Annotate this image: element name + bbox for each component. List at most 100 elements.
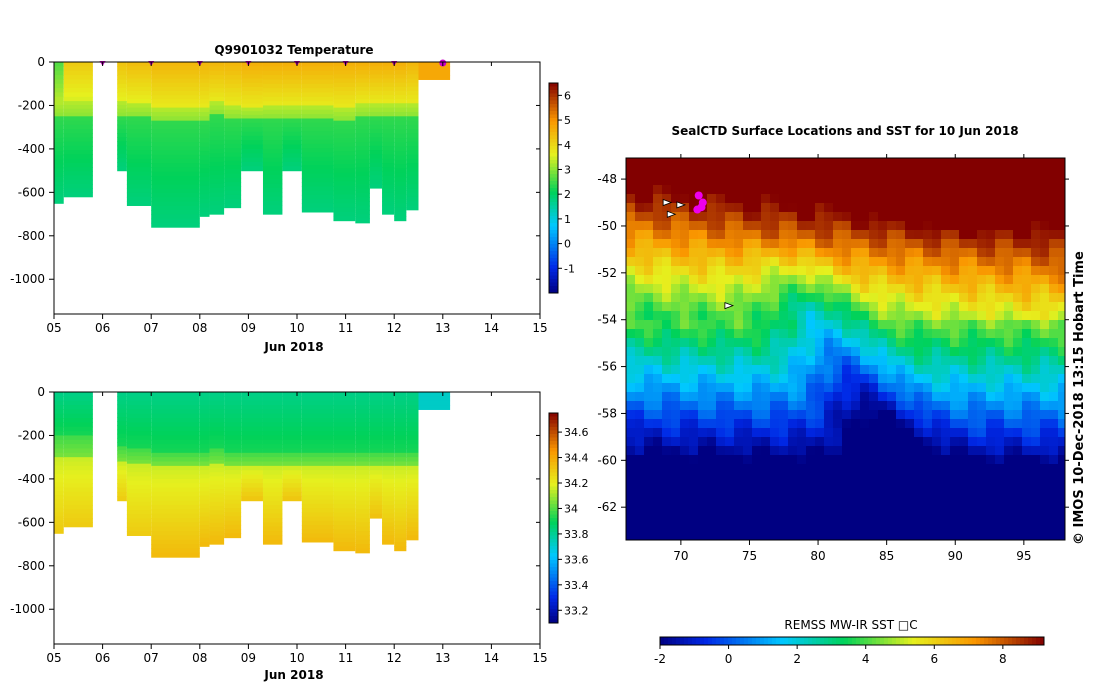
p2-cell xyxy=(282,448,302,454)
sst-colorbar-swatch xyxy=(1036,637,1041,645)
p1-cell xyxy=(382,184,395,190)
p2-cell xyxy=(355,500,370,506)
p1-cell xyxy=(126,124,152,130)
p2-cell xyxy=(382,478,395,484)
sst-cell xyxy=(923,509,933,519)
sst-cell xyxy=(725,257,735,267)
sst-cell xyxy=(1004,437,1014,447)
sst-cell xyxy=(995,212,1005,222)
sst-cell xyxy=(950,500,960,510)
sst-cell xyxy=(842,194,852,204)
p1-cell xyxy=(117,158,127,163)
p2-cell xyxy=(54,520,64,526)
sst-cell xyxy=(752,320,762,330)
sst-cell xyxy=(833,464,843,474)
sst-cell xyxy=(1022,158,1032,168)
sst-cell xyxy=(1013,194,1023,204)
sst-cell xyxy=(689,392,699,402)
sst-cell xyxy=(1004,473,1014,483)
p2-cell xyxy=(151,431,200,437)
sst-cell xyxy=(941,275,951,285)
sst-cell xyxy=(932,410,942,420)
sst-cell xyxy=(833,239,843,249)
sst-cell xyxy=(1040,473,1050,483)
sst-cell xyxy=(860,239,870,249)
p1-cell xyxy=(394,181,407,187)
p2-cell xyxy=(241,491,263,497)
sst-colorbar-swatch xyxy=(824,637,829,645)
p1-cell xyxy=(117,108,127,114)
sst-cell xyxy=(716,383,726,393)
p2-cell xyxy=(54,495,64,501)
p1-cell xyxy=(54,62,64,67)
p2-cell xyxy=(282,426,302,432)
y-tick-label: -1000 xyxy=(10,272,45,286)
sst-colorbar-swatch xyxy=(840,637,845,645)
x-tick-label: 05 xyxy=(46,651,61,665)
sst-cell xyxy=(824,338,834,348)
p2-cell xyxy=(262,491,283,497)
sst-cell xyxy=(950,194,960,204)
sst-cell xyxy=(824,275,834,285)
sst-cell xyxy=(644,239,654,249)
p1-cell xyxy=(151,129,200,135)
sst-cell xyxy=(1058,437,1065,447)
sst-cell xyxy=(662,419,672,429)
sst-cell xyxy=(869,275,879,285)
sst-cell xyxy=(878,374,888,384)
p2-cell xyxy=(262,392,283,397)
sst-cell xyxy=(734,329,744,339)
sst-cell xyxy=(671,266,681,276)
p2-cell xyxy=(63,400,93,406)
p2-cell xyxy=(117,421,127,427)
sst-cell xyxy=(896,302,906,312)
sst-cell xyxy=(842,419,852,429)
sst-cell xyxy=(842,527,852,537)
sst-cell xyxy=(770,428,780,438)
p2-cell xyxy=(54,418,64,424)
sst-cell xyxy=(869,248,879,258)
sst-cell xyxy=(977,410,987,420)
sst-cell xyxy=(1004,185,1014,195)
sst-cell xyxy=(995,230,1005,240)
p1-cell xyxy=(333,116,356,122)
sst-cell xyxy=(869,455,879,465)
sst-cell xyxy=(869,374,879,384)
x-tick-label: 06 xyxy=(95,321,110,335)
p1-cell xyxy=(199,211,210,217)
sst-cell xyxy=(860,347,870,357)
sst-cell xyxy=(923,266,933,276)
p1-cell xyxy=(382,201,395,207)
sst-cell xyxy=(941,293,951,303)
p1-cell xyxy=(224,186,242,192)
p1-cell xyxy=(63,112,93,117)
p1-cell xyxy=(224,165,242,170)
sst-cell xyxy=(869,293,879,303)
p1-cell xyxy=(301,199,334,205)
sst-cell xyxy=(635,194,645,204)
p2-cell xyxy=(209,444,225,450)
y-tick-label: -600 xyxy=(18,185,45,199)
colorbar-swatch xyxy=(549,479,558,484)
sst-cell xyxy=(734,392,744,402)
sst-cell xyxy=(725,428,735,438)
p2-cell xyxy=(224,439,242,445)
p1-cell xyxy=(209,135,225,141)
p2-cell xyxy=(224,495,242,501)
sst-cell xyxy=(941,212,951,222)
p2-cell xyxy=(262,531,283,536)
sst-cell xyxy=(995,365,1005,375)
sst-cell xyxy=(770,410,780,420)
sst-cell xyxy=(905,176,915,186)
sst-cell xyxy=(959,401,969,411)
sst-cell xyxy=(896,239,906,249)
sst-cell xyxy=(869,176,879,186)
sst-cell xyxy=(770,158,780,168)
sst-cell xyxy=(878,491,888,501)
p1-cell xyxy=(151,171,200,177)
sst-cell xyxy=(1022,365,1032,375)
sst-cell xyxy=(842,374,852,384)
sst-cell xyxy=(878,347,888,357)
sst-cell xyxy=(1013,311,1023,321)
sst-cell xyxy=(1004,257,1014,267)
